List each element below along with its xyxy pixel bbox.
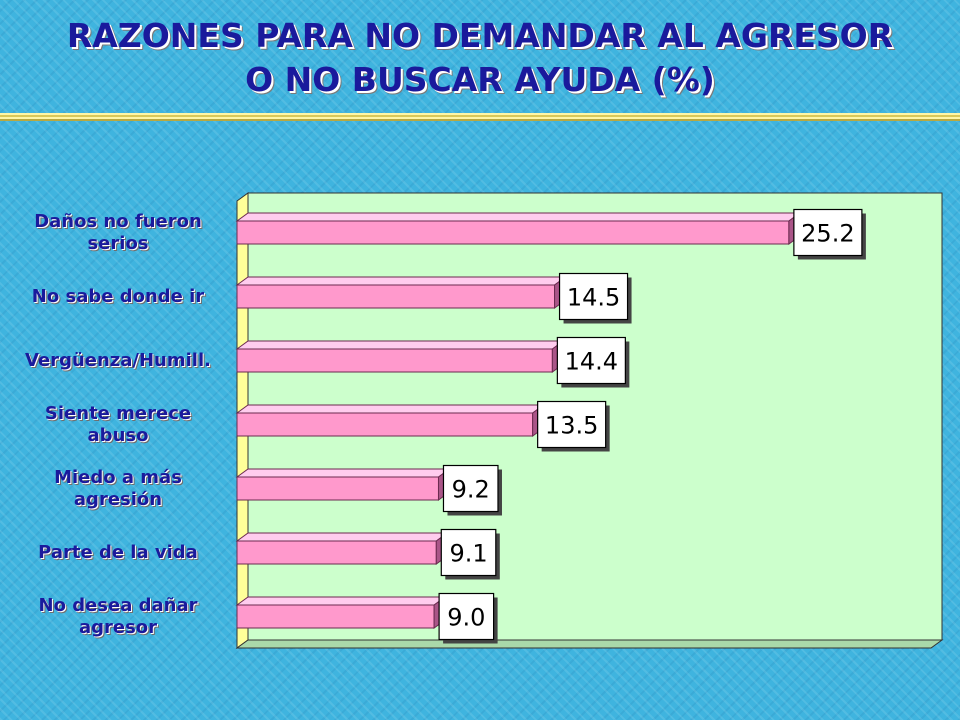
bar [236,476,439,501]
category-label: Siente merece abuso [44,402,192,446]
bar-top-face [235,276,568,286]
data-label-box [556,336,626,385]
data-label: 9.1 [449,540,487,568]
data-label-box [442,464,499,513]
bar-top-face [235,340,565,350]
data-label: 14.4 [565,348,618,376]
data-label-box [558,272,629,321]
bar-top-face [235,404,546,414]
bar [236,284,556,309]
bar-top-face [235,596,447,606]
data-label-box [438,592,495,641]
data-label: 25.2 [801,220,854,248]
bar [236,604,435,629]
category-label: Vergüenza/Humill. [25,349,211,371]
plot-floor [235,639,944,649]
data-label-box [537,400,607,449]
bar [236,348,553,373]
bar [236,540,437,565]
bar-top-face [235,532,449,542]
data-label-box [793,208,863,257]
slide-title: RAZONES PARA NO DEMANDAR AL AGRESOR O NO… [0,14,960,102]
data-label: 13.5 [545,412,598,440]
title-divider [0,113,960,121]
category-label: Daños no fueron serios [34,210,202,254]
bar [236,412,534,437]
data-label: 9.2 [452,476,490,504]
category-label: Miedo a más agresión [54,466,182,510]
category-label: Parte de la vida [38,541,198,563]
slide-title-line-2: O NO BUSCAR AYUDA (%) [245,60,715,99]
slide-title-line-1: RAZONES PARA NO DEMANDAR AL AGRESOR [66,16,894,55]
bar-top-face [235,468,452,478]
bar-top-face [235,212,802,222]
category-label: No sabe donde ir [31,285,205,307]
data-label: 9.0 [447,604,485,632]
data-label-box [440,528,497,577]
bar [236,220,790,245]
data-label: 14.5 [567,284,620,312]
category-label: No desea dañar agresor [38,594,198,638]
